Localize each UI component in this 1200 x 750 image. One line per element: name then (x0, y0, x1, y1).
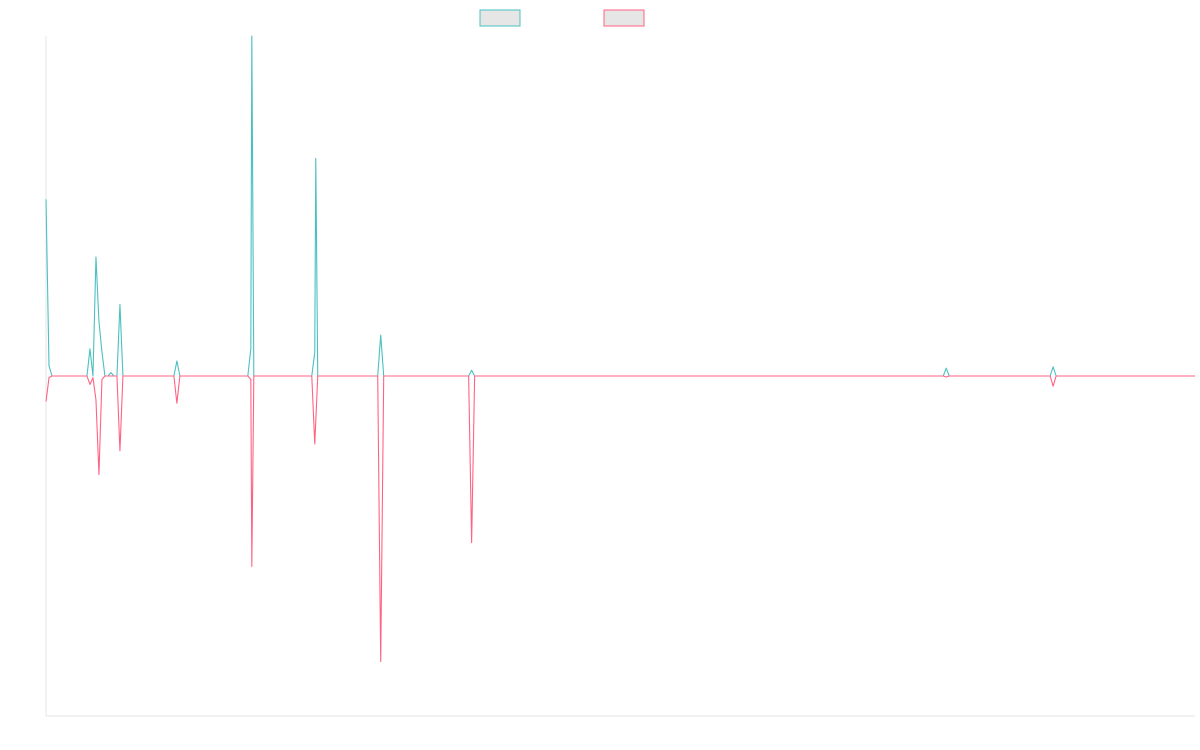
series-line-2 (45, 375, 1195, 663)
axes (45, 36, 1195, 717)
series-line-1 (45, 35, 1195, 377)
legend-item-1[interactable] (479, 9, 521, 27)
legend-swatch-1[interactable] (479, 9, 521, 27)
legend (479, 9, 645, 27)
series-layer (45, 35, 1195, 663)
legend-item-2[interactable] (603, 9, 645, 27)
legend-swatch-2[interactable] (603, 9, 645, 27)
